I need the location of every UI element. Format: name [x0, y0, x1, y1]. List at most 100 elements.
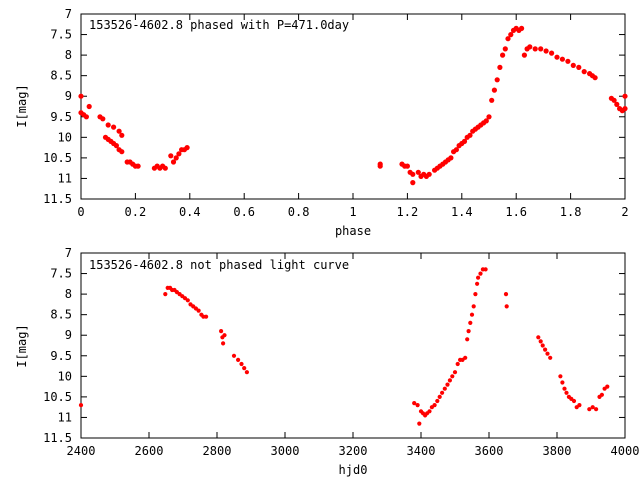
- data-point: [505, 36, 511, 42]
- data-point: [494, 77, 500, 83]
- data-point: [538, 46, 544, 52]
- data-point: [508, 31, 514, 38]
- data-point: [452, 370, 458, 375]
- data-point: [78, 93, 84, 99]
- data-point: [469, 312, 475, 317]
- y-tick-label: 11: [58, 171, 72, 185]
- data-point: [611, 97, 617, 103]
- data-point: [476, 275, 481, 280]
- data-point: [521, 52, 528, 58]
- x-tick-label: 0: [77, 205, 84, 219]
- data-point: [543, 347, 548, 352]
- data-point: [404, 163, 410, 169]
- x-tick-label: 3600: [475, 444, 504, 458]
- data-point: [231, 353, 237, 358]
- data-point: [605, 384, 610, 389]
- unphased-light-curve-panel: 153526-4602.8 not phased light curve hjd…: [15, 246, 639, 477]
- data-point: [576, 64, 582, 70]
- data-point: [377, 163, 383, 169]
- data-point: [581, 69, 587, 75]
- x-tick-label: 2800: [203, 444, 232, 458]
- y-tick-label: 7: [65, 7, 72, 21]
- data-point: [527, 44, 533, 50]
- data-point: [119, 132, 125, 138]
- data-point: [468, 320, 473, 325]
- x-tick-label: 1: [349, 205, 356, 219]
- data-point: [543, 48, 549, 54]
- y-tick-label: 7.5: [50, 267, 72, 281]
- data-point: [86, 103, 92, 110]
- y-tick-label: 8.5: [50, 69, 72, 83]
- data-point: [590, 405, 595, 410]
- y-tick-label: 9.5: [50, 349, 72, 363]
- y-tick-label: 9: [65, 328, 72, 342]
- data-point: [442, 386, 447, 391]
- data-point: [173, 155, 179, 161]
- data-point: [222, 333, 227, 338]
- y-tick-label: 11.5: [43, 192, 72, 206]
- data-point: [168, 153, 174, 159]
- data-point: [554, 54, 560, 60]
- data-point: [435, 398, 440, 404]
- data-point: [536, 335, 541, 340]
- data-point: [78, 403, 84, 408]
- data-point: [463, 355, 468, 360]
- data-point: [445, 382, 450, 387]
- data-point: [196, 308, 201, 313]
- x-tick-label: 3400: [407, 444, 436, 458]
- x-tick-label: 0.2: [125, 205, 147, 219]
- data-point: [587, 407, 592, 412]
- data-point: [113, 143, 119, 149]
- data-point: [571, 398, 577, 404]
- x-axis-label: hjd0: [339, 463, 368, 477]
- axis-ticks: 0 0.2 0.4 0.6 0.8 1 1.2 1.4 1.6 1.8 2 7 7.5 8 8.5 9 9.5 1…: [43, 7, 629, 219]
- phased-light-curve-panel: 153526-4602.8 phased with P=471.0day pha…: [15, 7, 629, 238]
- data-point: [162, 165, 168, 171]
- data-point: [426, 171, 432, 177]
- data-point: [415, 403, 420, 408]
- data-point: [483, 267, 488, 272]
- data-point: [83, 114, 89, 120]
- x-tick-label: 1.2: [397, 205, 419, 219]
- data-point: [453, 147, 459, 153]
- data-point: [221, 341, 226, 346]
- y-axis-label: I[mag]: [15, 84, 29, 127]
- data-point: [412, 401, 417, 406]
- data-point: [455, 361, 460, 367]
- data-point: [614, 101, 620, 107]
- data-point: [538, 339, 543, 344]
- data-point: [532, 46, 538, 52]
- data-point: [622, 93, 628, 99]
- x-axis-label: phase: [335, 224, 371, 238]
- data-point: [565, 58, 571, 64]
- x-tick-label: 1.6: [505, 205, 527, 219]
- data-point: [465, 337, 470, 342]
- data-point: [244, 370, 249, 375]
- data-point: [491, 87, 497, 93]
- data-point: [489, 97, 495, 103]
- data-point: [170, 159, 177, 165]
- data-point: [471, 304, 476, 309]
- y-tick-label: 8: [65, 48, 72, 62]
- data-point: [410, 180, 416, 186]
- data-point: [478, 271, 483, 276]
- data-point: [163, 292, 168, 297]
- data-point: [448, 155, 454, 161]
- data-point: [219, 329, 224, 334]
- data-point: [549, 50, 555, 56]
- data-point: [239, 361, 244, 367]
- data-point: [450, 374, 455, 379]
- data-point: [577, 403, 582, 408]
- data-point: [545, 351, 550, 356]
- y-axis-label: I[mag]: [15, 324, 29, 367]
- y-tick-label: 10.5: [43, 151, 72, 165]
- data-point: [570, 62, 576, 68]
- chart-title: 153526-4602.8 phased with P=471.0day: [89, 18, 349, 32]
- data-point: [592, 75, 598, 81]
- data-point: [461, 138, 468, 144]
- data-point: [560, 380, 565, 385]
- data-point: [432, 403, 437, 408]
- data-point: [599, 392, 605, 397]
- data-point: [466, 329, 471, 334]
